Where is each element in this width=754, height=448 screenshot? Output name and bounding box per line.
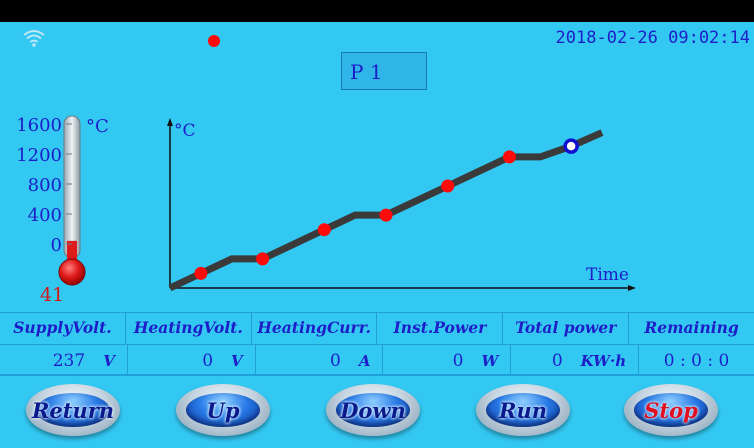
- control-button-bar: Return Up Down Run Stop: [0, 374, 754, 448]
- value-number: 237: [52, 350, 86, 371]
- value-total-power: 0 KW·h: [511, 345, 640, 376]
- thermometer-scale-label: 0: [51, 235, 62, 256]
- value-heating-curr: 0 A: [256, 345, 384, 376]
- x-axis-label: Time: [586, 265, 629, 285]
- thermometer-gauge: °C 1600 1200 800 400 0: [16, 115, 109, 286]
- profile-segment-point: [256, 252, 270, 266]
- value-number: 0: [330, 350, 341, 371]
- header-total-power: Total power: [503, 313, 630, 344]
- value-unit: V: [231, 351, 243, 370]
- value-number: 0: [452, 350, 464, 371]
- up-button[interactable]: Up: [176, 384, 270, 436]
- remaining-time: 0 : 0 : 0: [663, 350, 730, 371]
- table-header-row: SupplyVolt. HeatingVolt. HeatingCurr. In…: [0, 312, 754, 344]
- value-unit: V: [103, 351, 115, 370]
- profile-segment-point: [502, 150, 516, 164]
- table-value-row: 237 V 0 V 0 A 0 W 0 KW·h 0 : 0 : 0: [0, 344, 754, 376]
- profile-segment-point: [379, 208, 393, 222]
- readings-table: SupplyVolt. HeatingVolt. HeatingCurr. In…: [0, 312, 754, 376]
- record-indicator-icon: [208, 35, 220, 47]
- stop-button-label: Stop: [644, 397, 698, 423]
- thermometer-scale-label: 400: [28, 205, 62, 226]
- value-heating-volt: 0 V: [128, 345, 256, 376]
- profile-segment-point: [441, 179, 455, 193]
- thermometer-scale-label: 1600: [16, 115, 62, 136]
- up-button-label: Up: [206, 397, 240, 423]
- profile-current-point: [563, 138, 579, 154]
- thermometer-fill: [67, 240, 77, 266]
- profile-segment-point: [194, 266, 208, 280]
- return-button[interactable]: Return: [26, 384, 120, 436]
- header-inst-power: Inst.Power: [377, 313, 504, 344]
- value-remaining: 0 : 0 : 0: [639, 345, 754, 376]
- header-heating-volt: HeatingVolt.: [126, 313, 252, 344]
- datetime-display: 2018-02-26 09:02:14: [555, 28, 750, 48]
- value-inst-power: 0 W: [383, 345, 512, 376]
- temperature-profile-chart: °C Time: [167, 118, 636, 292]
- value-number: 0: [202, 350, 214, 371]
- header-heating-curr: HeatingCurr.: [252, 313, 378, 344]
- down-button-label: Down: [340, 397, 406, 423]
- profile-segment-point: [317, 223, 331, 237]
- thermometer-unit: °C: [86, 116, 109, 137]
- header-supply-volt: SupplyVolt.: [0, 313, 126, 344]
- hmi-screen: 2018-02-26 09:02:14 P 1 °C 1600: [0, 22, 754, 448]
- value-supply-volt: 237 V: [0, 345, 128, 376]
- value-unit: A: [358, 351, 371, 370]
- y-axis-label: °C: [174, 121, 196, 141]
- program-number-field[interactable]: P 1: [341, 52, 427, 90]
- run-button[interactable]: Run: [476, 384, 570, 436]
- down-button[interactable]: Down: [326, 384, 420, 436]
- wifi-icon: [23, 30, 45, 47]
- current-temperature: 41: [40, 284, 65, 306]
- value-unit: KW·h: [580, 351, 627, 370]
- stop-button[interactable]: Stop: [624, 384, 718, 436]
- thermometer-scale-label: 1200: [16, 145, 62, 166]
- header-remaining: Remaining: [644, 318, 739, 337]
- return-button-label: Return: [31, 397, 115, 423]
- thermometer-scale-label: 800: [28, 175, 62, 196]
- run-button-label: Run: [499, 397, 547, 423]
- value-number: 0: [551, 350, 563, 371]
- value-unit: W: [481, 351, 499, 370]
